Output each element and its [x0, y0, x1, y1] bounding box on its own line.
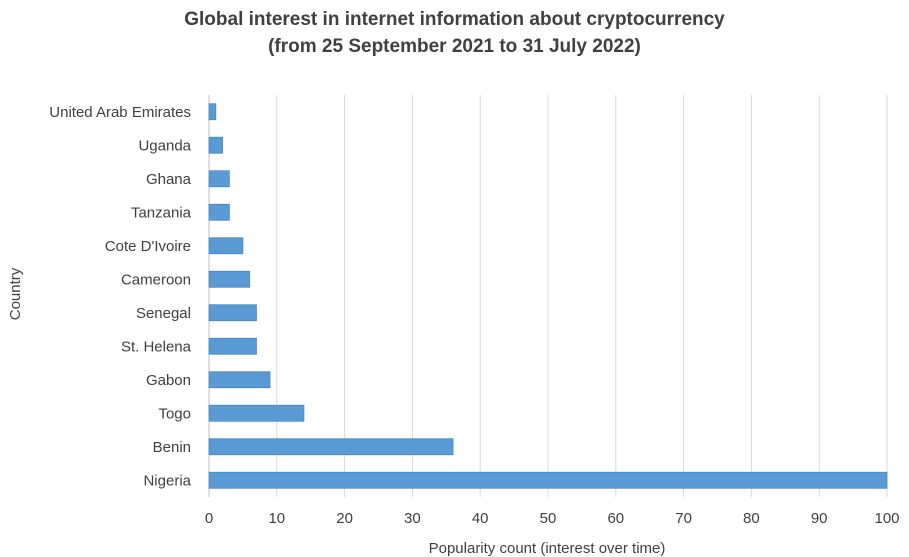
x-tick-label: 50: [540, 510, 557, 527]
bar: [208, 337, 257, 355]
category-label: Tanzania: [131, 204, 192, 221]
chart-subtitle: (from 25 September 2021 to 31 July 2022): [268, 36, 641, 57]
x-tick-label: 80: [743, 510, 760, 527]
category-labels: United Arab Emirates Uganda Ghana Tanzania C…: [49, 104, 191, 490]
x-tick-label: 30: [404, 510, 421, 527]
bar: [208, 471, 888, 489]
category-label: Cameroon: [121, 271, 191, 288]
category-label: Senegal: [136, 305, 191, 322]
category-label: United Arab Emirates: [49, 104, 191, 121]
x-tick-label: 90: [811, 510, 828, 527]
category-label: Togo: [158, 405, 191, 422]
x-axis-title: Popularity count (interest over time): [429, 540, 666, 557]
category-label: Uganda: [138, 137, 191, 154]
bar: [208, 270, 251, 288]
y-axis-title: Country: [7, 267, 24, 320]
chart-title: Global interest in internet information …: [184, 9, 725, 30]
x-tick-label: 10: [268, 510, 285, 527]
bar: [208, 136, 223, 154]
x-tick-label: 100: [874, 510, 899, 527]
bar: [208, 237, 244, 255]
bar: [208, 438, 454, 456]
x-tick-label: 40: [472, 510, 489, 527]
bars: [208, 103, 888, 489]
category-label: Ghana: [146, 171, 192, 188]
bar: [208, 404, 305, 422]
bar: [208, 371, 271, 389]
bar: [208, 203, 230, 221]
category-label: Nigeria: [143, 472, 191, 489]
chart-title-block: Global interest in internet information …: [0, 6, 909, 60]
x-tick-label: 70: [675, 510, 692, 527]
x-tick-labels: 0 10 20 30 40 50 60 70 80 90 100: [205, 510, 900, 527]
x-tick-label: 20: [336, 510, 353, 527]
bar: [208, 103, 217, 121]
gridlines: [208, 95, 888, 497]
category-label: Cote D'Ivoire: [105, 238, 191, 255]
bar: [208, 170, 230, 188]
bar: [208, 304, 257, 322]
category-label: Benin: [153, 439, 191, 456]
category-label: Gabon: [146, 372, 191, 389]
category-label: St. Helena: [121, 338, 192, 355]
x-tick-label: 60: [607, 510, 624, 527]
x-tick-label: 0: [205, 510, 213, 527]
